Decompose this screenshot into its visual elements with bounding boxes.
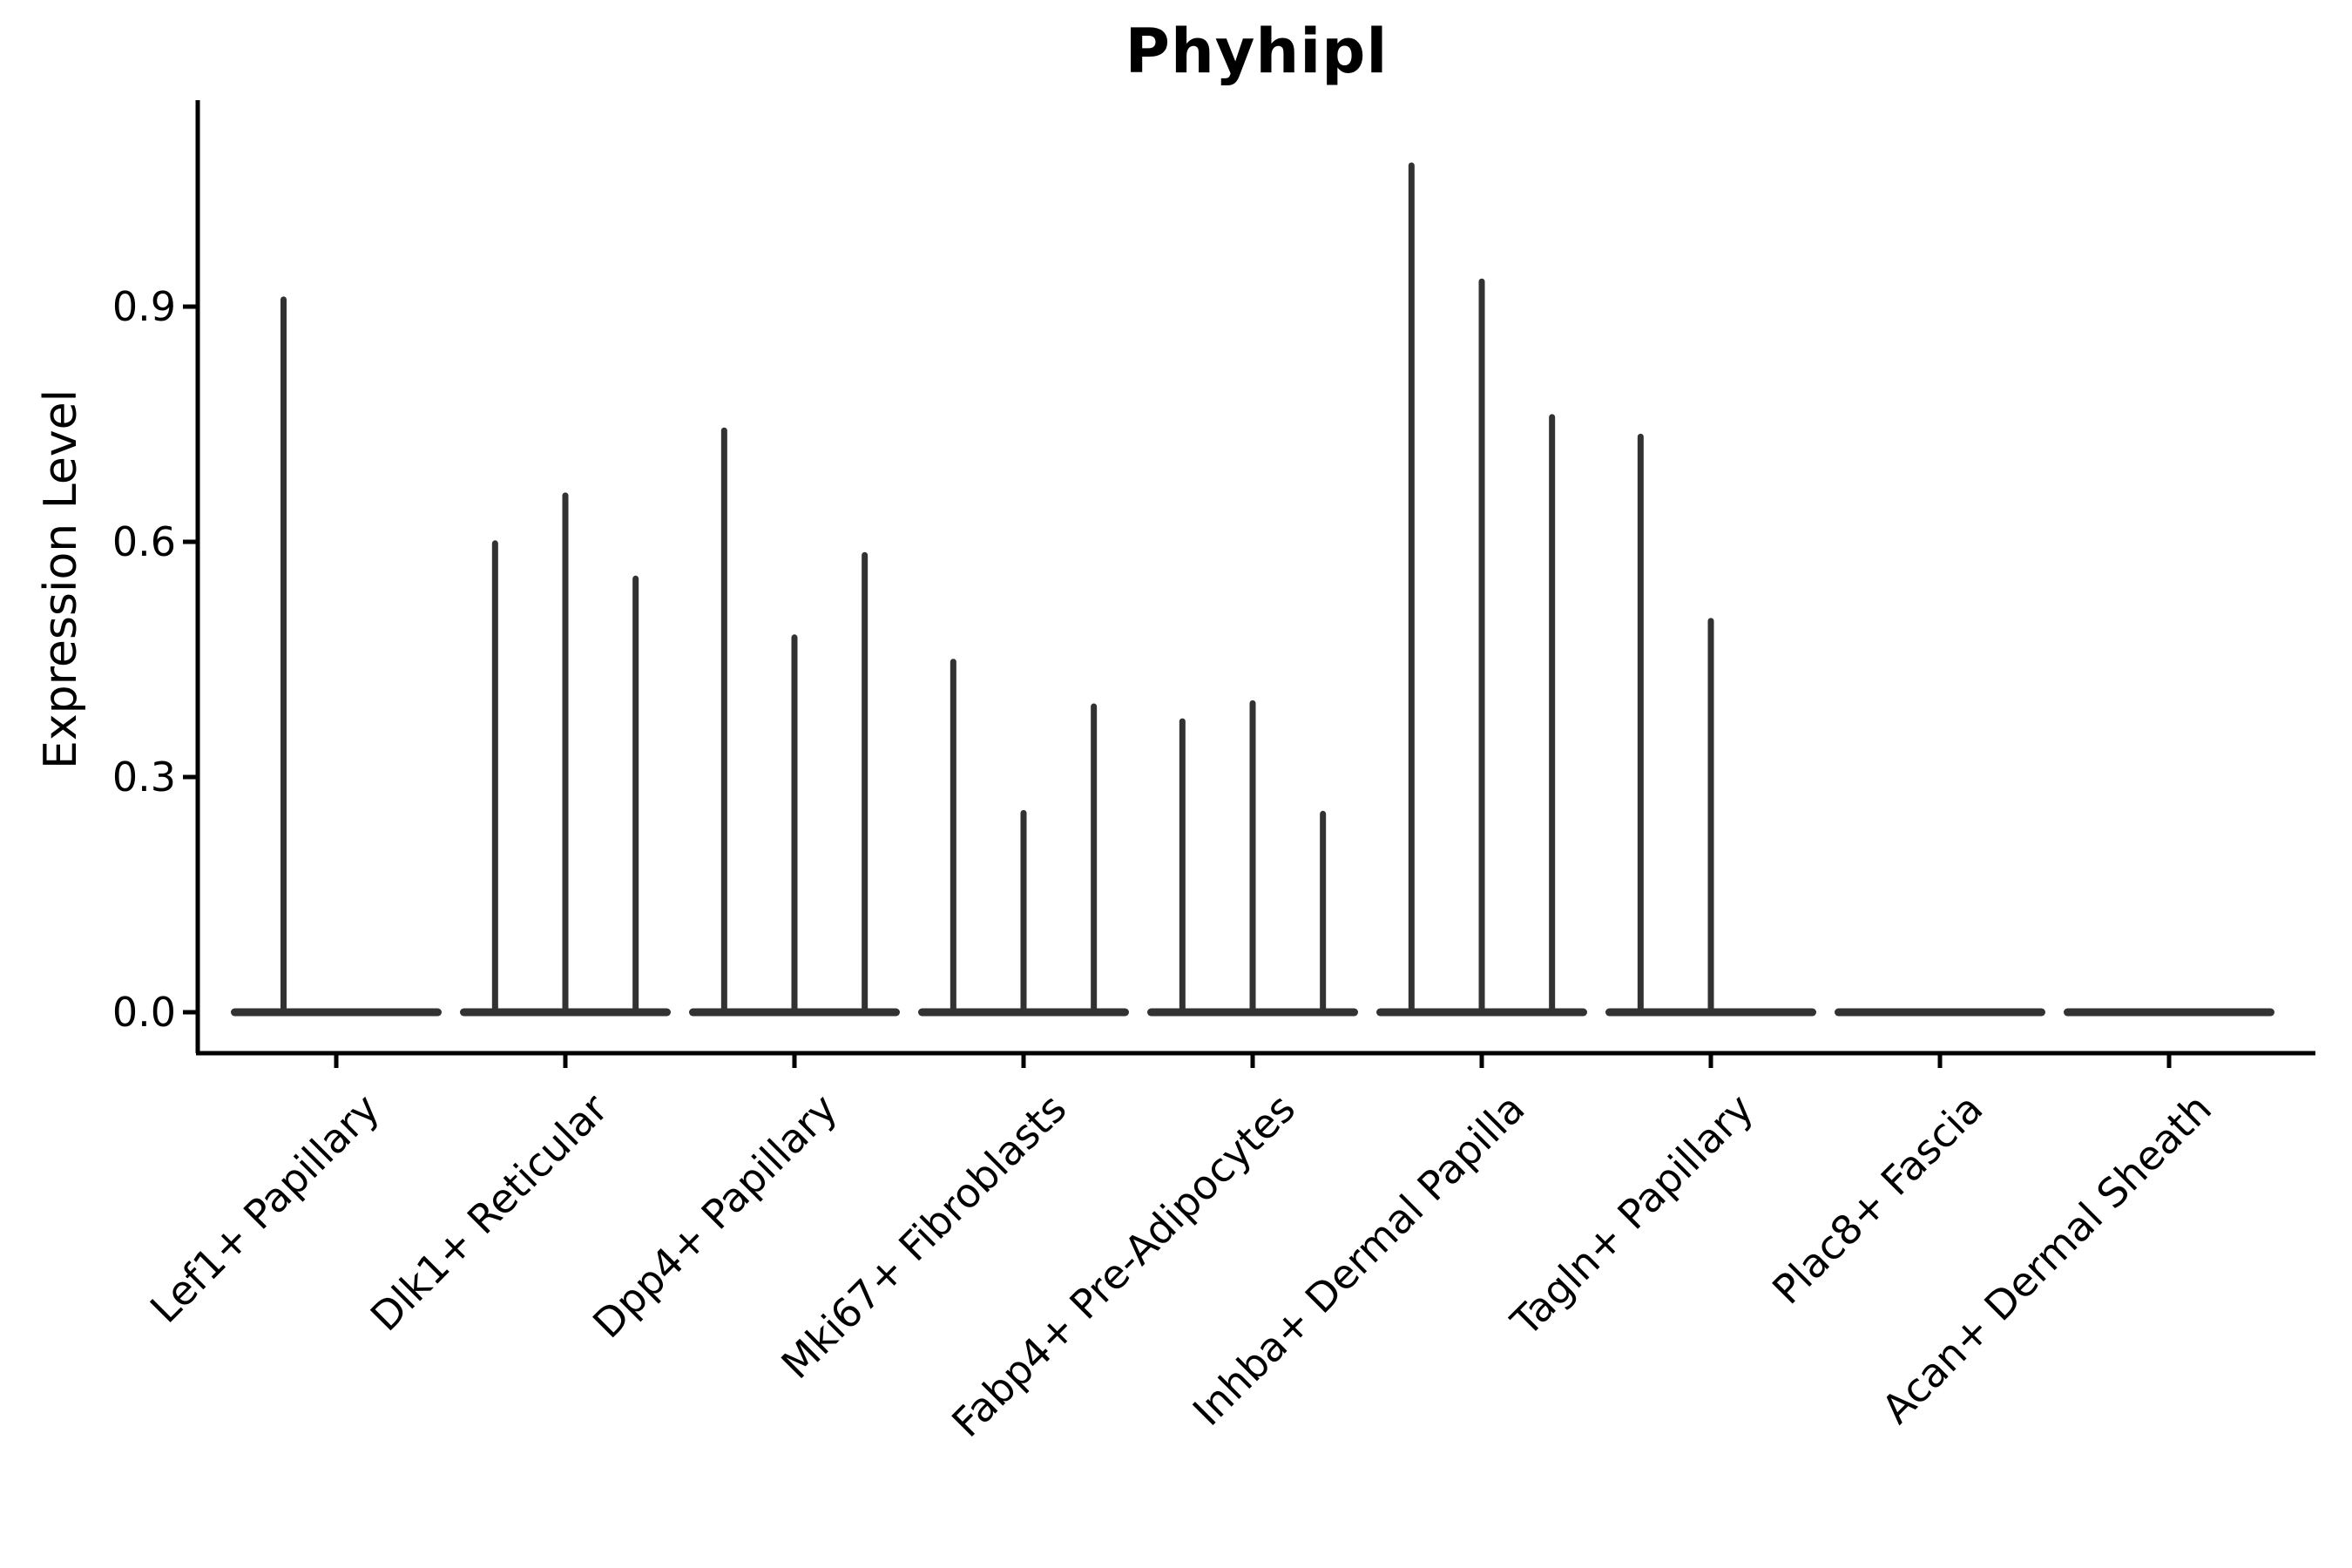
chart-title: Phyhipl: [1125, 16, 1389, 87]
y-axis-label: Expression Level: [35, 389, 87, 770]
y-tick-label: 0.9: [112, 283, 176, 330]
violin-baseline: [231, 1008, 442, 1017]
violin-baseline: [1835, 1008, 2045, 1017]
y-tick-label: 0.0: [112, 989, 176, 1036]
y-tick-label: 0.6: [112, 518, 176, 565]
y-tick-label: 0.3: [112, 754, 176, 801]
violin-baseline: [2064, 1008, 2274, 1017]
